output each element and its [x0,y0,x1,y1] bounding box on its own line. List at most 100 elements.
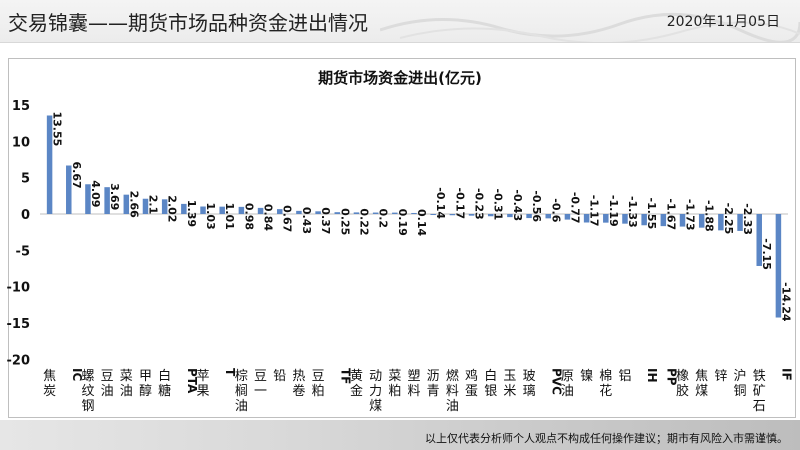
category-label: 豆粕 [312,369,325,399]
data-label: 0.98 [242,203,255,230]
bar [603,214,609,223]
data-label: -0.31 [492,189,505,221]
data-label: -14.24 [779,282,792,322]
bar [200,206,206,214]
data-label: -0.56 [530,190,543,222]
category-label: T [223,368,237,377]
data-label: -1.67 [664,198,677,230]
bar [737,214,743,231]
category-label: 甲醇 [139,369,152,399]
category-label: 沥青 [427,369,440,399]
data-label: -1.73 [684,199,697,231]
category-label: 鸡蛋 [465,368,478,399]
category-label: 橡胶 [676,369,689,399]
data-label: 4.09 [89,180,102,207]
bar [564,214,571,220]
data-label: -0.14 [434,187,447,219]
data-label: 1.03 [204,203,217,230]
bar [545,214,552,219]
category-label: 动力煤 [369,369,382,414]
data-label: 6.67 [70,162,83,189]
data-label: 0.67 [281,205,294,232]
bar [296,210,302,214]
category-label: 白糖 [158,368,171,399]
page-title: 交易锦囊——期货市场品种资金进出情况 [8,11,368,35]
category-label: 玻璃 [523,369,536,399]
bar [430,214,436,216]
category-label: 镍 [580,369,593,384]
bar [622,214,628,224]
category-label: 豆一 [254,369,267,399]
bar [679,214,686,227]
data-label: -1.88 [703,200,716,232]
header-bar: 交易锦囊——期货市场品种资金进出情况 2020年11月05日 [0,0,800,43]
bar [85,184,91,214]
data-label: -1.17 [588,195,601,227]
category-label: 黄金 [350,369,363,399]
data-label: -0.17 [453,188,466,220]
category-label: 菜粕 [388,369,401,399]
data-label: 3.69 [108,183,121,210]
bar [698,214,705,228]
chart-title: 期货市场资金进出(亿元) [318,69,482,87]
bar [257,207,264,214]
data-label: -0.6 [549,198,562,222]
bar [219,206,225,214]
y-tick-label: -20 [7,353,31,368]
bar [123,194,130,214]
bar [353,212,360,214]
bar [392,212,398,214]
data-label: 0.43 [300,207,313,234]
data-label: 2.02 [166,195,179,222]
category-label: 焦炭 [43,369,56,399]
category-label: 锌 [714,369,727,384]
bar [46,115,53,214]
data-label: -2.33 [741,203,754,235]
data-label: 0.37 [319,207,332,234]
bar [142,198,149,214]
chart-frame [8,58,796,418]
category-label: 白银 [484,368,497,399]
data-label: -2.25 [722,203,735,235]
bar [276,209,283,214]
data-label: -1.33 [626,196,639,228]
category-label: 棕榈油 [235,369,248,414]
bar [66,165,72,214]
y-tick-label: 10 [12,135,30,150]
bar [411,212,417,214]
data-label: -0.23 [473,188,486,220]
category-label: 苹果 [197,369,210,399]
bar [756,214,762,266]
category-label: 焦煤 [695,369,708,399]
category-label: IH [645,368,659,383]
bar [641,214,647,226]
y-tick-label: -15 [7,317,31,332]
y-tick-label: -10 [7,281,31,296]
bar [315,211,321,214]
bar [526,214,532,219]
data-label: 1.39 [185,200,198,227]
header-decoration [380,12,800,42]
category-label: PTA [185,368,199,394]
report-date: 2020年11月05日 [666,14,780,30]
bar [487,214,494,217]
category-label: IC [70,368,84,381]
data-label: 0.25 [338,208,351,235]
data-label: 13.55 [51,111,64,146]
category-label: 热卷 [292,369,305,399]
y-tick-label: 0 [21,208,30,223]
bar [372,212,379,214]
category-label: 沪铜 [734,368,747,399]
category-label: 铝 [618,369,631,384]
y-tick-label: 5 [21,172,30,187]
category-label: PP [664,368,678,386]
category-label: 螺纹钢 [81,369,94,414]
data-label: -7.15 [760,238,773,270]
category-label: IF [779,368,793,381]
data-label: 0.22 [357,208,370,235]
category-label: 铁矿石 [753,369,766,414]
data-label: -1.19 [607,195,620,227]
y-tick-label: 15 [12,99,30,114]
bar [775,214,782,318]
